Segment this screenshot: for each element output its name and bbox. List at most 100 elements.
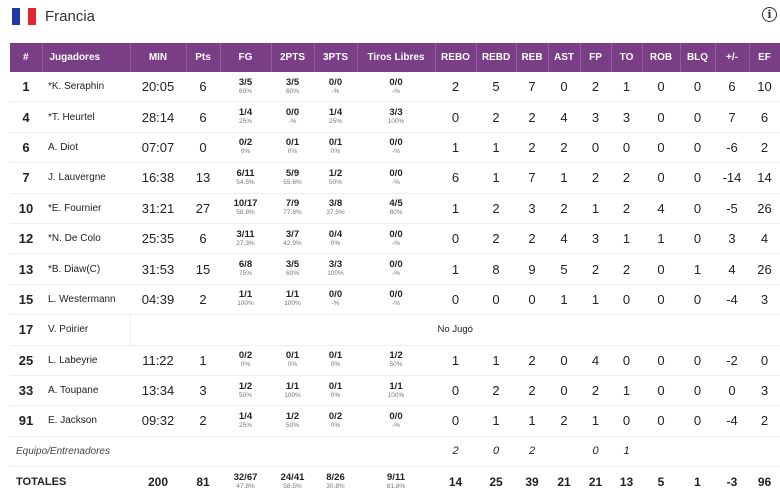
two-pt-stat: 1/2 50%: [271, 405, 314, 437]
points: 6: [186, 101, 220, 133]
column-header[interactable]: FP: [580, 43, 612, 72]
rebd-value: 8: [476, 253, 516, 285]
rob-value: 0: [642, 253, 680, 285]
table-row: 15 L. Westermann 04:39 2 1/1 100% 1/1 100% 0/0 -%…: [10, 284, 780, 316]
to-value: 13: [611, 466, 642, 496]
fp-value: 2: [580, 72, 611, 103]
player-name[interactable]: *E. Fournier: [42, 193, 130, 224]
player-name[interactable]: A. Toupane: [42, 375, 130, 407]
table-row: 10 *E. Fournier 31:21 27 10/17 58.8% 7/9 77.8% 3…: [10, 193, 780, 224]
player-name[interactable]: *B. Diaw(C): [42, 253, 130, 285]
free-throw-stat: 0/0 -%: [357, 253, 435, 285]
column-header[interactable]: Pts: [186, 43, 221, 72]
pm-value: -6: [715, 132, 749, 164]
column-header[interactable]: AST: [548, 43, 581, 72]
to-value: 2: [611, 193, 642, 224]
column-header[interactable]: REB: [516, 43, 549, 72]
pm-value: -4: [715, 405, 749, 437]
ef-value: 2: [749, 132, 780, 164]
rebd-value: 2: [476, 193, 516, 224]
two-pt-stat: 1/1 100%: [271, 284, 314, 316]
column-header[interactable]: EF: [749, 43, 780, 72]
fg-stat: 1/1 100%: [220, 284, 271, 316]
player-name[interactable]: E. Jackson: [42, 405, 130, 437]
column-header[interactable]: ROB: [642, 43, 681, 72]
fp-value: 1: [580, 284, 611, 316]
points: 6: [186, 223, 220, 255]
column-header[interactable]: #: [10, 43, 43, 72]
player-number: 33: [10, 375, 42, 407]
column-header[interactable]: +/-: [715, 43, 750, 72]
minutes: 07:07: [130, 132, 186, 164]
column-header[interactable]: MIN: [130, 43, 187, 72]
reb-value: 2: [516, 223, 548, 255]
free-throw-stat: 1/2 50%: [357, 345, 435, 376]
column-header[interactable]: FG: [220, 43, 272, 72]
minutes: 04:39: [130, 284, 186, 316]
player-name[interactable]: *T. Heurtel: [42, 101, 130, 133]
fg-stat: 1/4 25%: [220, 405, 271, 437]
player-number: 10: [10, 193, 42, 224]
reb-value: 39: [516, 466, 548, 496]
fp-value: 21: [580, 466, 611, 496]
player-number: 17: [10, 314, 42, 346]
free-throw-stat: 0/0 -%: [357, 162, 435, 194]
column-header[interactable]: REBD: [476, 43, 517, 72]
column-header[interactable]: Jugadores: [42, 43, 131, 72]
three-pt-stat: 3/3 100%: [314, 253, 357, 285]
column-header[interactable]: BLQ: [680, 43, 716, 72]
rebd-value: 2: [476, 223, 516, 255]
column-header[interactable]: Tiros Libres: [357, 43, 436, 72]
rob-value: 0: [642, 132, 680, 164]
fg-stat: 0/2 0%: [220, 132, 271, 164]
fp-value: 0: [580, 132, 611, 164]
reb-value: 2: [516, 101, 548, 133]
rebd-value: 1: [476, 405, 516, 437]
fp-value: 2: [580, 375, 611, 407]
ef-value: 2: [749, 405, 780, 437]
reb-value: 3: [516, 193, 548, 224]
pm-value: -4: [715, 284, 749, 316]
fp-value: 2: [580, 162, 611, 194]
info-icon[interactable]: i: [762, 7, 777, 22]
player-name[interactable]: J. Lauvergne: [42, 162, 130, 194]
reb-value: 2: [516, 345, 548, 376]
ef-value: 10: [749, 72, 780, 103]
player-name[interactable]: *K. Seraphin: [42, 72, 130, 103]
player-name[interactable]: L. Westermann: [42, 284, 130, 316]
rob-value: 0: [642, 405, 680, 437]
team-coaches-row: Equipo/Entrenadores 2 0 2 0 1: [10, 436, 780, 468]
rob-value: 4: [642, 193, 680, 224]
pm-value: -14: [715, 162, 749, 194]
table-row: 91 E. Jackson 09:32 2 1/4 25% 1/2 50% 0/2 0% 0/0 -%…: [10, 405, 780, 437]
player-number: 7: [10, 162, 42, 194]
player-name[interactable]: V. Poirier: [42, 314, 130, 346]
fg-stat: 1/2 50%: [220, 375, 271, 407]
ast-value: 0: [548, 72, 580, 103]
fp-value: 0: [580, 436, 611, 468]
ef-value: 14: [749, 162, 780, 194]
table-row: 13 *B. Diaw(C) 31:53 15 6/8 75% 3/5 60% 3/3 100% 0…: [10, 253, 780, 285]
column-header[interactable]: 3PTS: [314, 43, 358, 72]
rebo-value: 14: [435, 466, 476, 496]
player-name[interactable]: L. Labeyrie: [42, 345, 130, 376]
ef-value: 96: [749, 466, 780, 496]
blq-value: 0: [680, 223, 715, 255]
player-name[interactable]: *N. De Colo: [42, 223, 130, 255]
free-throw-stat: 0/0 -%: [357, 284, 435, 316]
table-row: 17 V. Poirier No Jugó: [10, 314, 780, 346]
column-header[interactable]: 2PTS: [271, 43, 315, 72]
no-jugo-label: No Jugó: [129, 314, 780, 346]
france-flag-icon: [12, 8, 36, 25]
pm-value: -5: [715, 193, 749, 224]
minutes: 25:35: [130, 223, 186, 255]
minutes: 28:14: [130, 101, 186, 133]
two-pt-stat: 0/1 0%: [271, 345, 314, 376]
player-name[interactable]: A. Diot: [42, 132, 130, 164]
rebo-value: 0: [435, 101, 476, 133]
column-header[interactable]: TO: [611, 43, 643, 72]
two-pt-stat: 3/7 42.9%: [271, 223, 314, 255]
column-header[interactable]: REBO: [435, 43, 477, 72]
team-name: Francia: [45, 8, 96, 25]
rebo-value: 0: [435, 284, 476, 316]
